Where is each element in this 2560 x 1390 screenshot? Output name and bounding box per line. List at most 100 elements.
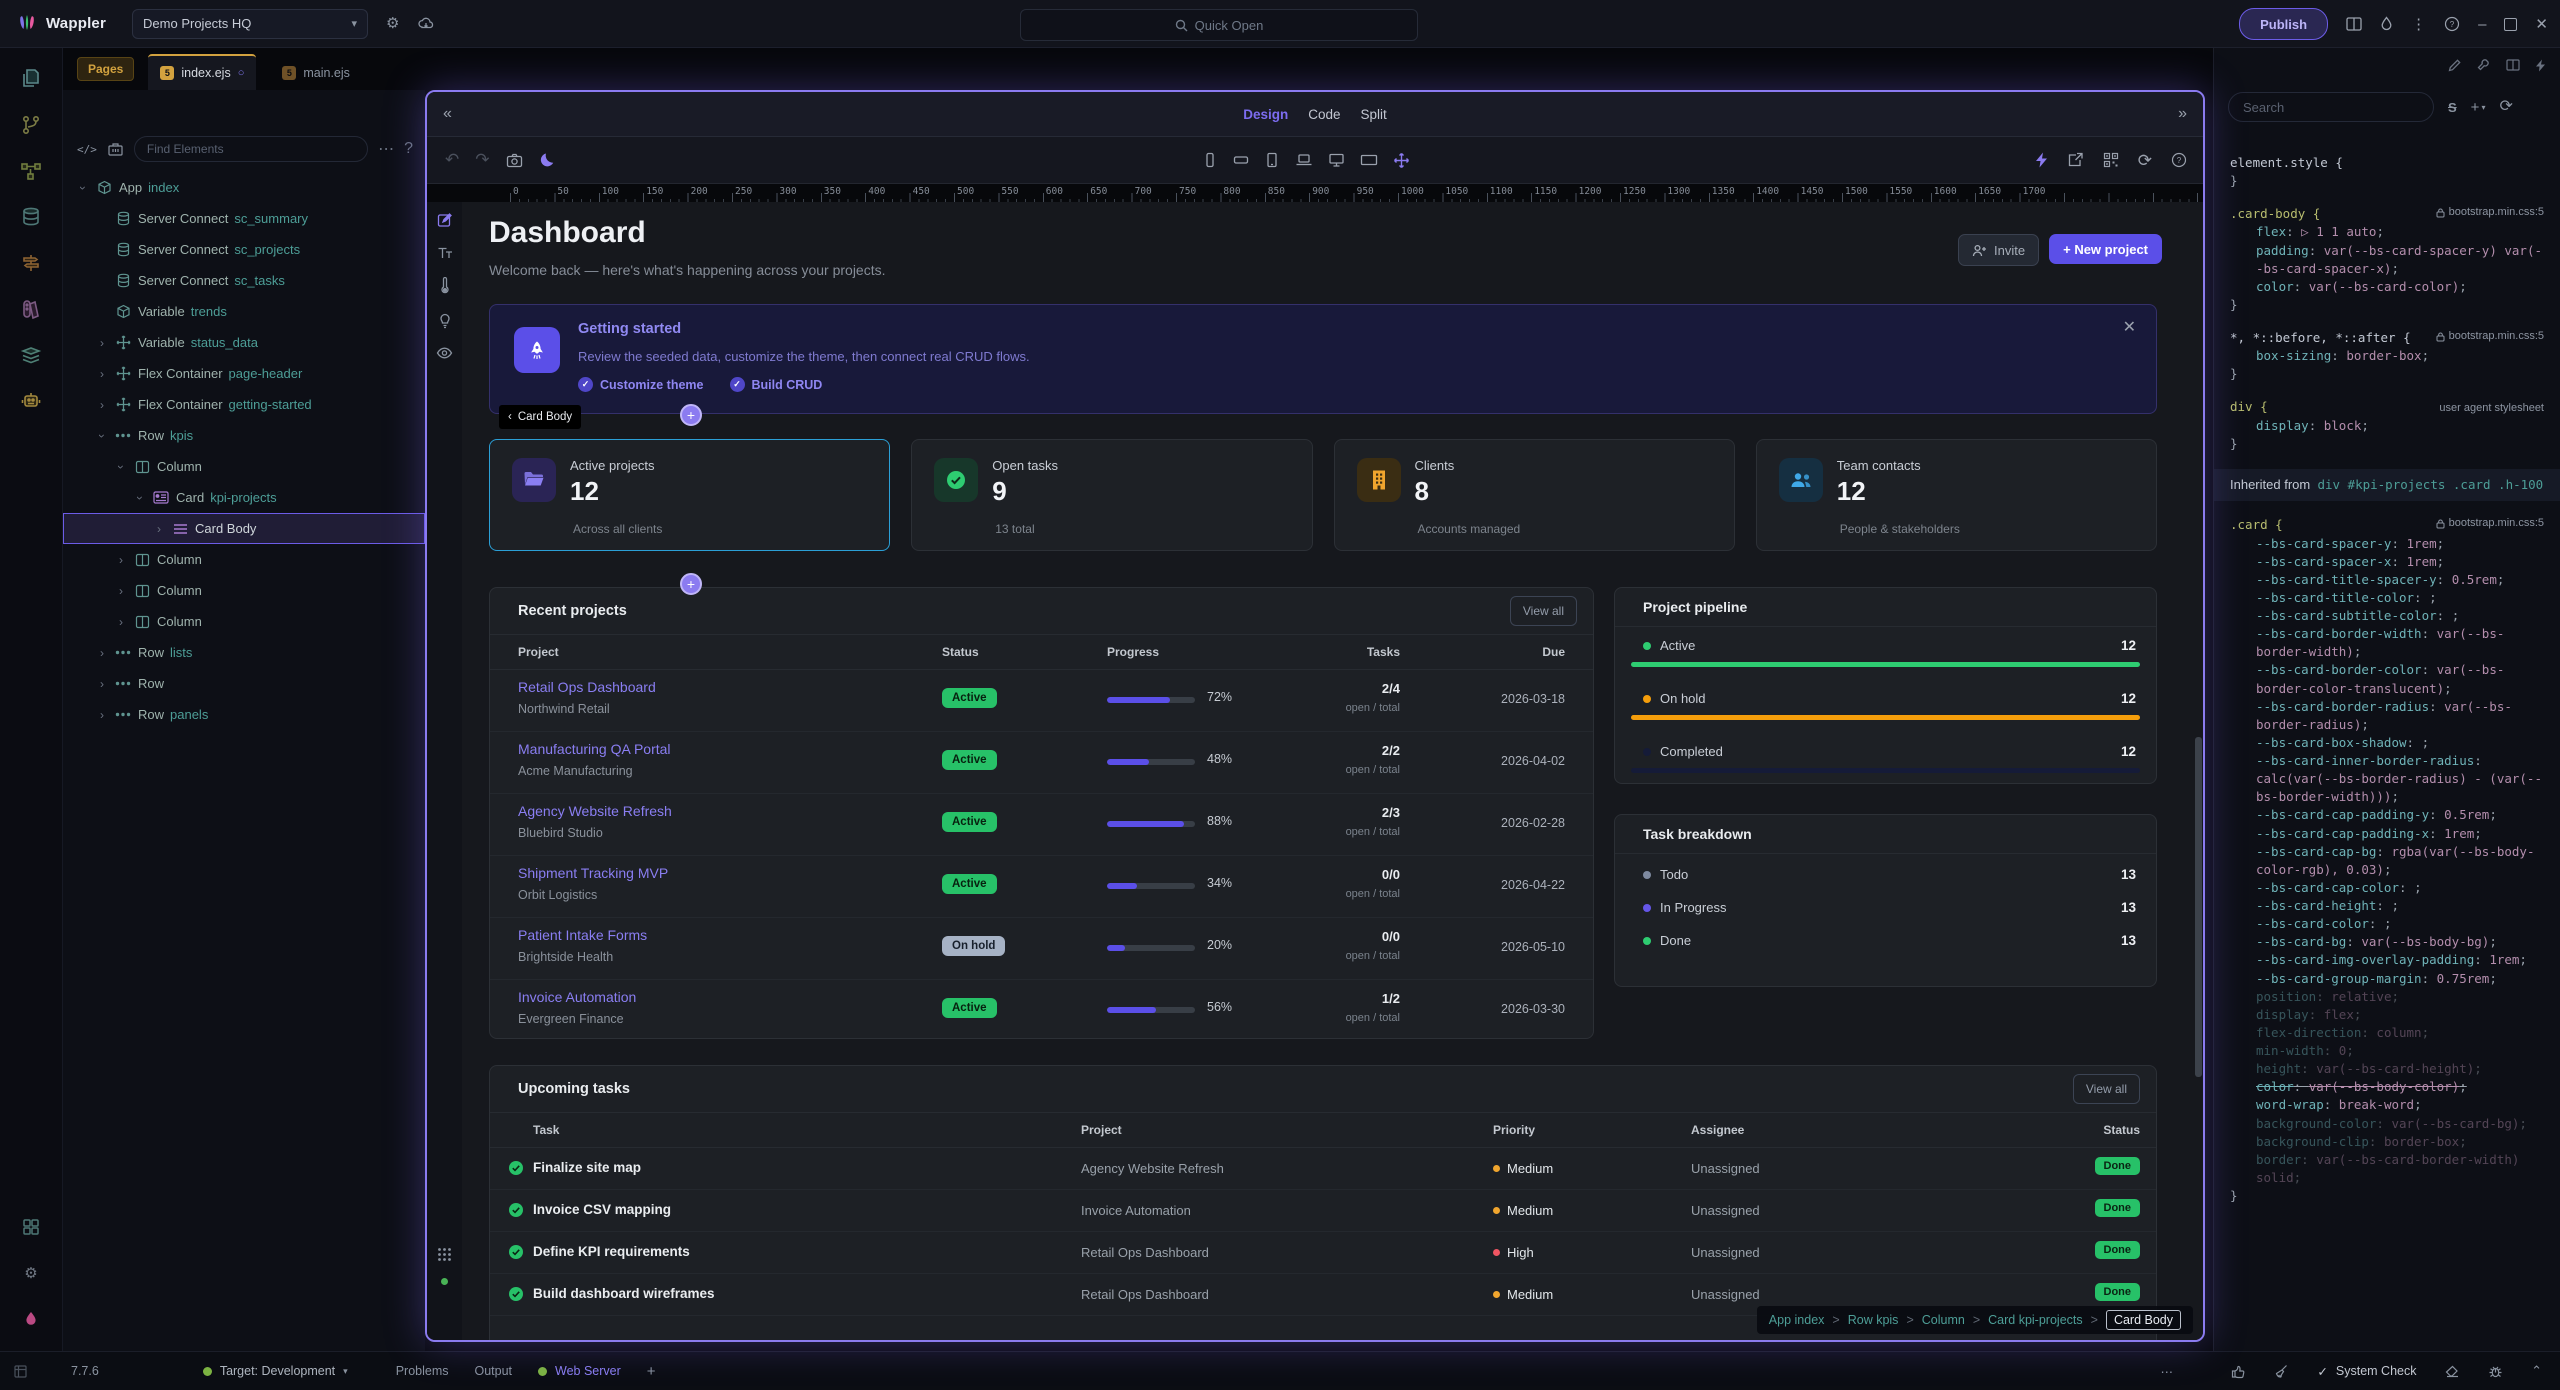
- find-elements-input[interactable]: [134, 136, 368, 162]
- kpi-card-open-tasks[interactable]: Open tasks913 total: [911, 439, 1312, 551]
- thermometer-icon[interactable]: [440, 277, 450, 294]
- tree-chevron-icon[interactable]: ›: [96, 367, 108, 381]
- toggle-strike-styles-icon[interactable]: S: [2448, 100, 2457, 115]
- publish-button[interactable]: Publish: [2239, 8, 2328, 40]
- tree-item-panels[interactable]: ›Rowpanels: [63, 699, 425, 730]
- tab-code[interactable]: Code: [1308, 107, 1340, 122]
- tree-item-card-body[interactable]: ›Card Body: [63, 513, 425, 544]
- refresh-icon[interactable]: ⟳: [2138, 152, 2152, 169]
- banner-check-build-crud[interactable]: ✓Build CRUD: [730, 377, 823, 392]
- banner-close-icon[interactable]: ✕: [2123, 317, 2136, 337]
- structure-help-icon[interactable]: ?: [404, 140, 413, 158]
- kpi-card-active-projects[interactable]: Active projects12Across all clients: [489, 439, 890, 551]
- eraser-icon[interactable]: [2445, 1365, 2460, 1378]
- project-link[interactable]: Shipment Tracking MVP: [518, 865, 668, 881]
- design-help-icon[interactable]: ?: [2171, 152, 2187, 168]
- insert-element-button[interactable]: +: [680, 573, 702, 595]
- minimize-button[interactable]: –: [2478, 17, 2486, 32]
- quick-open-button[interactable]: Quick Open: [1020, 9, 1418, 41]
- breadcrumb-item[interactable]: Card kpi-projects: [1988, 1313, 2082, 1327]
- more-options-icon[interactable]: ⋯: [378, 139, 394, 159]
- tree-item-column[interactable]: ›Column: [63, 575, 425, 606]
- cleanup-broom-icon[interactable]: [2274, 1364, 2289, 1379]
- pages-panel-icon[interactable]: [11, 56, 51, 102]
- view-all-tasks-button[interactable]: View all: [2073, 1074, 2140, 1104]
- theme-color-icon[interactable]: [11, 1296, 51, 1342]
- filter-bolt-icon[interactable]: [2535, 58, 2546, 72]
- breadcrumb-item[interactable]: App index: [1769, 1313, 1825, 1327]
- project-link[interactable]: Manufacturing QA Portal: [518, 741, 671, 757]
- tree-item-status_data[interactable]: ›Variablestatus_data: [63, 327, 425, 358]
- insert-element-button[interactable]: +: [680, 404, 702, 426]
- device-phone-landscape-icon[interactable]: [1233, 152, 1249, 168]
- tree-item-lists[interactable]: ›Rowlists: [63, 637, 425, 668]
- apps-grid-icon[interactable]: [437, 1247, 452, 1262]
- problems-button[interactable]: Problems: [396, 1364, 449, 1378]
- cloud-sync-icon[interactable]: [417, 15, 435, 33]
- kpi-card-team-contacts[interactable]: Team contacts12People & stakeholders: [1756, 439, 2157, 551]
- css-rule-block[interactable]: .card-body {bootstrap.min.css:5flex: ▷ 1…: [2230, 205, 2544, 314]
- tree-item-column[interactable]: ›Column: [63, 606, 425, 637]
- components-box-icon[interactable]: [107, 141, 124, 158]
- routes-panel-icon[interactable]: [11, 240, 51, 286]
- output-button[interactable]: Output: [474, 1364, 512, 1378]
- tree-chevron-icon[interactable]: ›: [96, 336, 108, 350]
- tree-chevron-icon[interactable]: ›: [96, 677, 108, 691]
- text-format-icon[interactable]: [437, 246, 453, 259]
- tree-chevron-icon[interactable]: ›: [96, 646, 108, 660]
- collapse-panel-icon[interactable]: ⌃: [2531, 1363, 2542, 1379]
- tree-item-column[interactable]: ›Column: [63, 544, 425, 575]
- tree-chevron-icon[interactable]: ›: [115, 615, 127, 629]
- edit-style-pencil-icon[interactable]: [2448, 58, 2462, 72]
- project-row[interactable]: Manufacturing QA PortalAcme Manufacturin…: [490, 732, 1593, 794]
- ai-assistant-icon[interactable]: [11, 378, 51, 424]
- dark-mode-moon-icon[interactable]: [539, 152, 555, 168]
- add-panel-button[interactable]: +: [647, 1363, 656, 1380]
- settings-gear-icon[interactable]: ⚙: [386, 16, 399, 31]
- grid-status-icon[interactable]: [14, 1365, 27, 1378]
- tree-item-getting-started[interactable]: ›Flex Containergetting-started: [63, 389, 425, 420]
- tree-item-index[interactable]: ›Appindex: [63, 172, 425, 203]
- add-style-rule-button[interactable]: +▾: [2471, 99, 2486, 116]
- selected-element-tag[interactable]: ‹Card Body: [499, 405, 581, 429]
- project-selector[interactable]: Demo Projects HQ ▾: [132, 9, 368, 39]
- kebab-menu-icon[interactable]: ⋮: [2411, 17, 2426, 32]
- task-row[interactable]: Finalize site mapAgency Website RefreshM…: [490, 1148, 2156, 1190]
- live-reload-bolt-icon[interactable]: [2035, 152, 2048, 168]
- layout-columns-icon[interactable]: [2506, 58, 2520, 72]
- web-server-button[interactable]: Web Server: [538, 1364, 621, 1378]
- project-row[interactable]: Shipment Tracking MVPOrbit LogisticsActi…: [490, 856, 1593, 918]
- canvas-scrollbar[interactable]: [2195, 737, 2202, 1077]
- css-rule-block[interactable]: element.style {}: [2230, 154, 2544, 190]
- banner-check-customize-theme[interactable]: ✓Customize theme: [578, 377, 704, 392]
- tree-chevron-icon[interactable]: ›: [114, 461, 128, 473]
- tab-main-ejs[interactable]: 5 main.ejs: [270, 56, 362, 90]
- status-more-icon[interactable]: ⋯: [2161, 1364, 2174, 1379]
- tree-chevron-icon[interactable]: ›: [133, 492, 147, 504]
- tree-item-sc_projects[interactable]: Server Connectsc_projects: [63, 234, 425, 265]
- wrench-icon[interactable]: [2477, 58, 2491, 72]
- css-rule-block[interactable]: div {user agent stylesheetdisplay: block…: [2230, 398, 2544, 453]
- task-row[interactable]: Define KPI requirementsRetail Ops Dashbo…: [490, 1232, 2156, 1274]
- tree-item-row[interactable]: ›Row: [63, 668, 425, 699]
- split-panel-icon[interactable]: [2346, 17, 2362, 31]
- redo-icon[interactable]: ↷: [475, 150, 489, 170]
- device-laptop-icon[interactable]: [1295, 152, 1313, 168]
- collapse-left-icon[interactable]: «: [443, 105, 452, 123]
- theme-droplet-icon[interactable]: [2380, 16, 2393, 32]
- code-view-icon[interactable]: </>: [77, 143, 97, 156]
- css-search-input[interactable]: [2228, 92, 2434, 122]
- tree-item-column[interactable]: ›Column: [63, 451, 425, 482]
- maximize-button[interactable]: [2504, 18, 2517, 31]
- tree-chevron-icon[interactable]: ›: [153, 522, 165, 536]
- workflows-panel-icon[interactable]: [11, 148, 51, 194]
- open-in-browser-icon[interactable]: [2067, 152, 2084, 168]
- tree-chevron-icon[interactable]: ›: [115, 584, 127, 598]
- tab-design[interactable]: Design: [1243, 107, 1288, 122]
- database-panel-icon[interactable]: [11, 194, 51, 240]
- breadcrumb-item[interactable]: Card Body: [2106, 1310, 2181, 1330]
- task-row[interactable]: Invoice CSV mappingInvoice AutomationMed…: [490, 1190, 2156, 1232]
- kpi-card-clients[interactable]: Clients8Accounts managed: [1334, 439, 1735, 551]
- undo-icon[interactable]: ↶: [445, 150, 459, 170]
- target-selector[interactable]: Target: Development▾: [203, 1364, 348, 1378]
